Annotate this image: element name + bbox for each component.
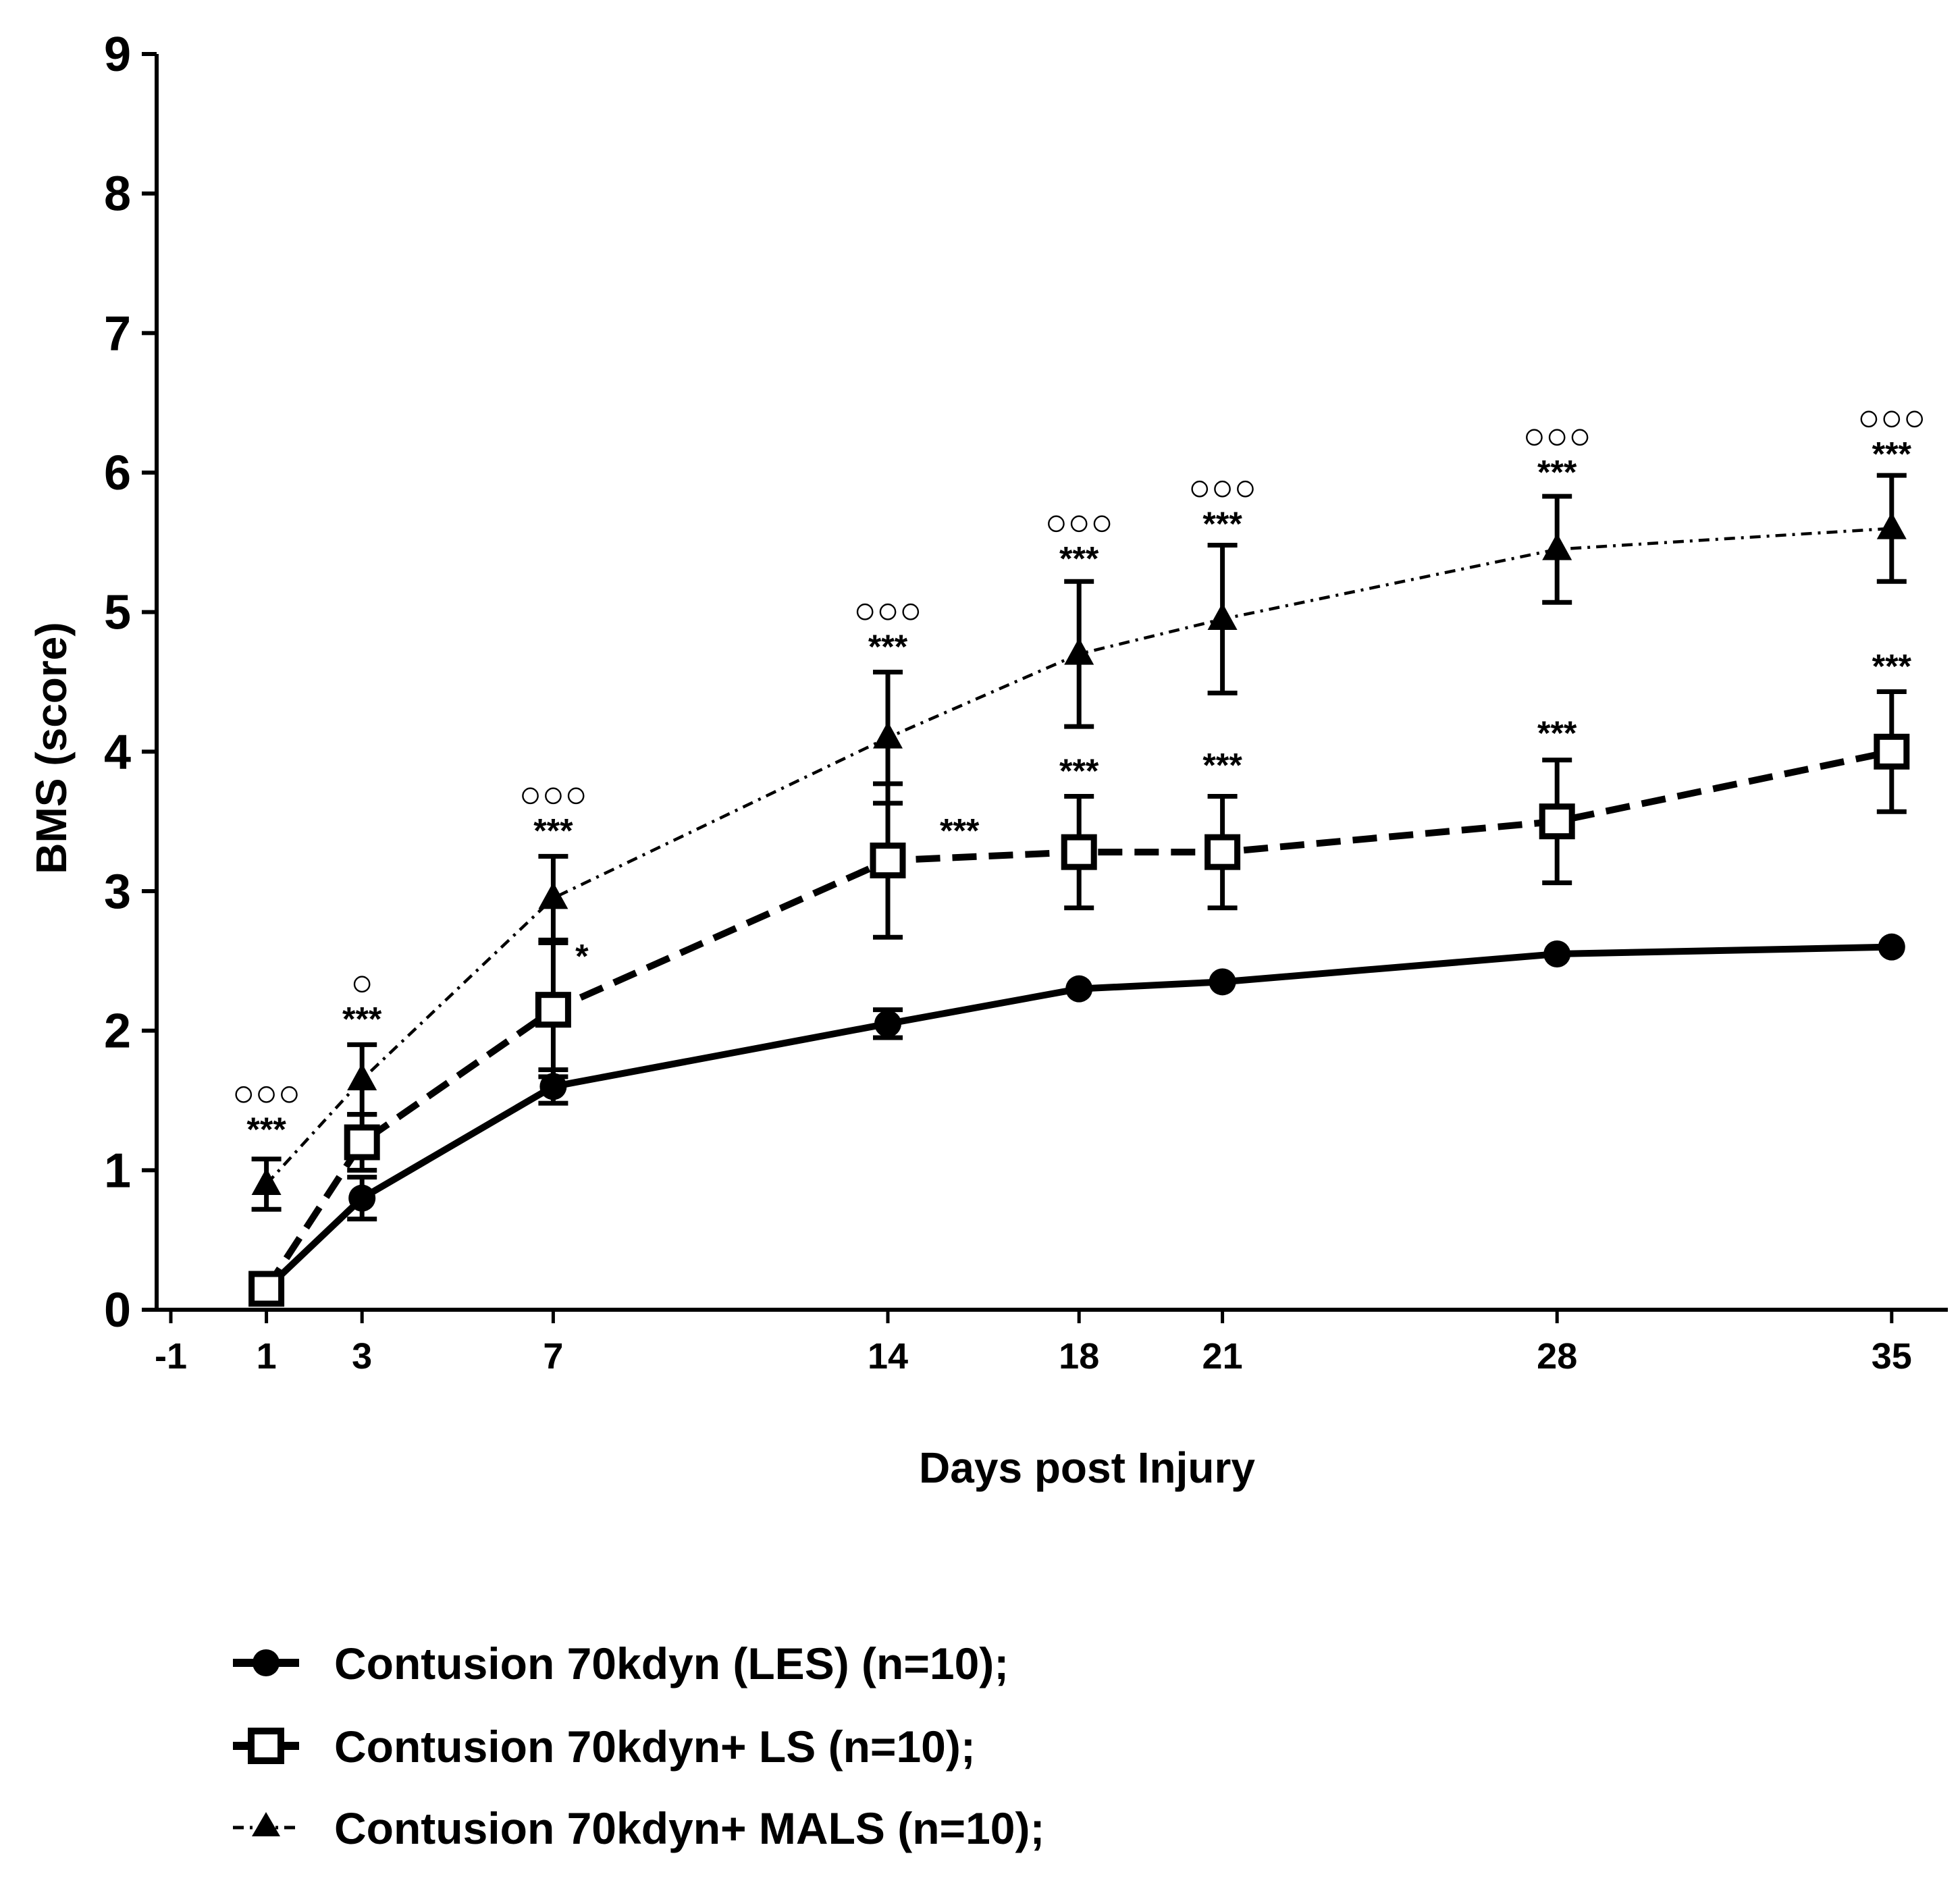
significance-stars: *** [1537,714,1577,752]
x-tick-label: 35 [1872,1336,1912,1377]
legend-item-les: Contusion 70kdyn (LES) (n=10); [233,1639,1009,1688]
significance-stars: *** [1202,747,1242,784]
significance-stars: *** [1059,540,1099,578]
y-axis-title: BMS (score) [27,622,76,874]
y-tick-label: 4 [104,725,131,779]
significance-stars: *** [533,812,573,850]
significance-stars: *** [1059,752,1099,790]
significance-stars: * [575,938,589,976]
significance-stars: *** [1872,647,1912,685]
data-point-ls [1061,834,1097,870]
legend: Contusion 70kdyn (LES) (n=10); Contusion… [233,1639,1044,1853]
series-line-mals [265,527,1892,1186]
y-tick-label: 7 [104,307,131,361]
significance-circles: ○○○ [232,1071,300,1114]
data-point-ls [1204,834,1241,870]
data-point-mals [347,1063,377,1090]
data-point-ls [1539,803,1575,840]
data-point-ls [870,843,906,879]
y-tick-label: 8 [104,167,131,221]
x-tick-label: -1 [155,1336,187,1377]
significance-circles: ○○○ [1188,466,1256,508]
data-point-mals [1064,637,1094,665]
significance-annotations: ***○○○***○***○○○****○○○******○○○******○○… [232,396,1926,1148]
legend-label-les: Contusion 70kdyn (LES) (n=10); [334,1639,1009,1688]
data-point-les [874,1010,901,1038]
data-point-les [539,1073,567,1100]
significance-stars: *** [1202,505,1242,543]
data-point-ls [1874,733,1910,770]
x-tick-label: 1 [257,1336,277,1377]
legend-marker-les [253,1649,280,1676]
x-axis-title: Days post Injury [919,1443,1255,1492]
data-point-ls [248,1271,285,1307]
significance-stars: *** [246,1111,286,1148]
data-point-ls [344,1124,380,1161]
data-point-mals [1876,512,1907,539]
legend-item-ls: Contusion 70kdyn+ LS (n=10); [233,1722,976,1772]
data-point-les [1065,975,1093,1003]
series-mals [251,473,1907,1212]
x-tick-label: 18 [1059,1336,1099,1377]
significance-circles: ○○○ [519,773,587,816]
data-point-les [1543,940,1571,967]
data-point-les [348,1184,376,1212]
significance-circles: ○○○ [1857,396,1926,439]
series-line-les [264,943,1892,1292]
axes: 0 1 2 3 4 5 6 7 8 9 -1 1 3 7 14 18 21 28 35 [104,28,1948,1377]
significance-stars: *** [1537,454,1577,491]
legend-label-ls: Contusion 70kdyn+ LS (n=10); [334,1722,976,1772]
y-tick-label: 3 [104,865,131,919]
data-point-mals [538,882,568,909]
x-tick-label: 28 [1537,1336,1577,1377]
x-tick-label: 7 [543,1336,563,1377]
significance-stars: *** [1872,435,1912,473]
series-line-ls [263,748,1892,1291]
legend-item-mals: Contusion 70kdyn+ MALS (n=10); [233,1803,1044,1853]
y-tick-label: 0 [104,1283,131,1337]
y-tick-label: 1 [104,1144,131,1198]
significance-stars: *** [868,628,908,666]
x-tick-label: 14 [868,1336,908,1377]
significance-stars: *** [342,1001,382,1038]
data-point-les [1209,968,1236,996]
data-point-mals [873,721,903,749]
series-les [251,933,1905,1306]
significance-circles: ○○○ [1522,415,1591,457]
significance-circles: ○ [350,961,373,1004]
significance-circles: ○○○ [853,589,922,631]
legend-label-mals: Contusion 70kdyn+ MALS (n=10); [334,1803,1044,1853]
data-point-ls [535,992,571,1028]
series-layer [248,473,1910,1307]
y-tick-label: 2 [104,1005,131,1059]
data-point-mals [251,1168,282,1195]
legend-marker-ls [248,1728,284,1764]
x-tick-label: 3 [352,1336,372,1377]
significance-stars: *** [940,812,980,850]
y-tick-label: 5 [104,586,131,640]
data-point-mals [1207,603,1238,630]
y-tick-label: 9 [104,28,131,82]
legend-marker-mals [252,1812,280,1836]
data-point-mals [1542,533,1572,560]
x-tick-label: 21 [1202,1336,1243,1377]
data-point-les [1878,933,1905,961]
y-tick-label: 6 [104,446,131,500]
series-ls [248,689,1910,1307]
significance-circles: ○○○ [1044,501,1113,543]
